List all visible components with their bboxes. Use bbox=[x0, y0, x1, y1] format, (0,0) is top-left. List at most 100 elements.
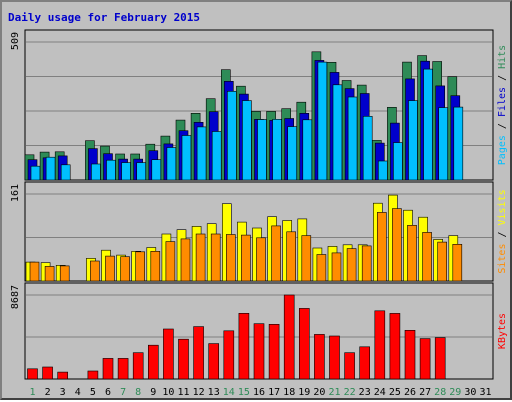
bar-kbytes-day-16 bbox=[253, 323, 265, 380]
bar-kbytes-day-27 bbox=[419, 338, 431, 380]
x-tick-label: 6 bbox=[105, 387, 111, 398]
bar-kbytes-day-28 bbox=[434, 337, 446, 380]
bar-pages-day-23 bbox=[362, 116, 373, 181]
x-tick-label: 18 bbox=[283, 387, 295, 398]
x-tick-label: 9 bbox=[150, 387, 156, 398]
bar-sites-day-5 bbox=[90, 260, 100, 282]
bar-sites-day-15 bbox=[241, 234, 251, 282]
bar-kbytes-day-12 bbox=[193, 326, 204, 380]
x-tick-label: 20 bbox=[313, 387, 325, 398]
bar-kbytes-day-19 bbox=[298, 308, 310, 380]
x-tick-label: 23 bbox=[359, 387, 371, 398]
bar-sites-day-1 bbox=[29, 261, 40, 282]
bar-pages-day-25 bbox=[393, 142, 403, 181]
bar-sites-day-13 bbox=[210, 233, 221, 282]
bar-kbytes-day-17 bbox=[268, 323, 280, 380]
bar-pages-day-17 bbox=[272, 119, 282, 181]
bar-sites-day-17 bbox=[271, 225, 281, 282]
bar-sites-day-24 bbox=[376, 212, 387, 282]
bar-pages-day-16 bbox=[257, 119, 267, 181]
legend-kbytes: KBytes bbox=[497, 313, 508, 349]
bar-sites-day-29 bbox=[452, 244, 463, 282]
bar-pages-day-3 bbox=[60, 164, 71, 181]
bar-sites-day-11 bbox=[180, 238, 191, 282]
bar-pages-day-2 bbox=[45, 156, 56, 181]
bar-pages-day-7 bbox=[121, 162, 131, 181]
bar-sites-day-20 bbox=[316, 254, 327, 282]
x-tick-label: 17 bbox=[268, 387, 280, 398]
bar-sites-day-6 bbox=[105, 255, 115, 282]
x-tick-label: 29 bbox=[449, 387, 461, 398]
y-max-label: 161 bbox=[10, 184, 21, 202]
chart-panels: 509 Pages / Files / Hits 161 Sites / Visits… bbox=[10, 29, 508, 380]
bar-kbytes-day-1 bbox=[27, 368, 38, 380]
x-tick-label: 3 bbox=[60, 387, 66, 398]
bar-kbytes-day-15 bbox=[238, 312, 250, 380]
legend-item-sites: Sites bbox=[497, 244, 508, 274]
bar-pages-day-8 bbox=[136, 162, 146, 181]
bar-pages-day-27 bbox=[423, 68, 433, 181]
x-tick-label: 19 bbox=[298, 387, 310, 398]
bar-kbytes-day-18 bbox=[283, 294, 295, 380]
bar-sites-day-25 bbox=[392, 208, 402, 282]
bar-kbytes-day-26 bbox=[404, 329, 416, 380]
bar-pages-day-10 bbox=[166, 147, 177, 181]
legend-hits-files-pages: Pages / Files / Hits bbox=[497, 45, 508, 165]
bar-sites-day-27 bbox=[422, 232, 432, 282]
x-tick-label: 7 bbox=[120, 387, 126, 398]
legend-item-hits: Hits bbox=[497, 45, 508, 69]
bar-sites-day-8 bbox=[135, 251, 145, 282]
x-tick-label: 16 bbox=[253, 387, 265, 398]
x-tick-label: 25 bbox=[389, 387, 401, 398]
bar-sites-day-12 bbox=[195, 233, 206, 282]
x-tick-label: 22 bbox=[344, 387, 356, 398]
bar-sites-day-18 bbox=[286, 231, 297, 282]
bar-pages-day-24 bbox=[377, 160, 388, 181]
bar-pages-day-12 bbox=[196, 126, 207, 181]
bar-kbytes-day-6 bbox=[102, 358, 114, 380]
x-tick-label: 31 bbox=[479, 387, 491, 398]
bar-sites-day-21 bbox=[331, 252, 342, 282]
x-tick-label: 28 bbox=[434, 387, 446, 398]
bar-kbytes-day-3 bbox=[57, 371, 69, 380]
bar-kbytes-day-25 bbox=[389, 313, 401, 380]
x-tick-label: 1 bbox=[29, 387, 35, 398]
x-tick-label: 10 bbox=[162, 387, 174, 398]
bar-pages-day-19 bbox=[302, 119, 313, 181]
bar-pages-day-15 bbox=[242, 100, 252, 181]
bar-kbytes-day-13 bbox=[208, 343, 219, 380]
x-tick-label: 27 bbox=[419, 387, 431, 398]
bar-pages-day-14 bbox=[227, 91, 237, 181]
x-tick-label: 8 bbox=[135, 387, 141, 398]
bar-sites-day-7 bbox=[120, 256, 130, 282]
bar-kbytes-day-10 bbox=[163, 328, 174, 380]
legend-visits-sites: Sites / Visits bbox=[497, 189, 508, 273]
bar-kbytes-day-22 bbox=[344, 352, 355, 380]
bar-pages-day-13 bbox=[211, 131, 222, 181]
bar-sites-day-28 bbox=[437, 241, 448, 282]
legend-separator: / bbox=[497, 117, 508, 135]
bar-pages-day-26 bbox=[408, 100, 418, 181]
panel-kbytes: 8687 KBytes bbox=[10, 282, 508, 380]
x-tick-label: 24 bbox=[374, 387, 386, 398]
bar-pages-day-6 bbox=[106, 159, 116, 181]
legend-item-visits: Visits bbox=[497, 189, 508, 225]
panel-hits-files-pages: 509 Pages / Files / Hits bbox=[10, 29, 508, 181]
bar-sites-day-22 bbox=[346, 248, 357, 282]
legend-separator: / bbox=[497, 225, 508, 243]
chart-title: Daily usage for February 2015 bbox=[8, 11, 200, 24]
bar-pages-day-29 bbox=[453, 106, 464, 181]
legend-item-pages: Pages bbox=[497, 135, 508, 165]
x-tick-label: 12 bbox=[193, 387, 205, 398]
bar-sites-day-3 bbox=[59, 265, 70, 282]
bar-sites-day-23 bbox=[361, 245, 372, 282]
x-axis-ticks: 1 2 3 4 5 6 7 8 9 10 11 12 13 14 15 16 17 18 19 20 21 22 23 24 2… bbox=[29, 387, 491, 398]
x-tick-label: 11 bbox=[177, 387, 189, 398]
bar-pages-day-22 bbox=[347, 96, 358, 181]
legend-item-files: Files bbox=[497, 87, 508, 117]
x-tick-label: 15 bbox=[238, 387, 250, 398]
bar-sites-day-10 bbox=[165, 241, 176, 282]
bar-kbytes-day-14 bbox=[223, 330, 235, 380]
x-tick-label: 21 bbox=[328, 387, 340, 398]
